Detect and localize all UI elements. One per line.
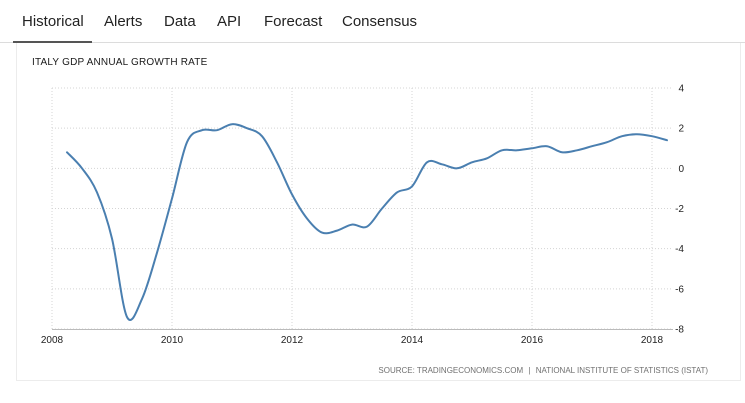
x-tick-label: 2016 — [521, 335, 544, 346]
y-tick-label: -4 — [675, 244, 684, 255]
chart-title: ITALY GDP ANNUAL GROWTH RATE — [32, 57, 208, 68]
y-tick-label: 0 — [678, 164, 684, 175]
tab-api[interactable]: API — [217, 13, 242, 30]
source-attribution: SOURCE: TRADINGECONOMICS.COM | NATIONAL … — [378, 366, 708, 375]
tab-data[interactable]: Data — [164, 13, 196, 30]
x-tick-label: 2018 — [641, 335, 664, 346]
y-tick-label: -8 — [675, 325, 684, 336]
y-tick-label: -6 — [675, 284, 684, 295]
tab-consensus[interactable]: Consensus — [342, 13, 418, 30]
x-tick-label: 2010 — [161, 335, 184, 346]
source-separator: | — [528, 366, 531, 375]
x-tick-label: 2012 — [281, 335, 304, 346]
y-tick-label: 2 — [678, 124, 684, 135]
tab-historical[interactable]: Historical — [13, 0, 92, 43]
tab-alerts[interactable]: Alerts — [104, 13, 143, 30]
x-tick-label: 2008 — [41, 335, 64, 346]
tab-forecast[interactable]: Forecast — [264, 13, 323, 30]
y-tick-label: -2 — [675, 204, 684, 215]
x-tick-label: 2014 — [401, 335, 424, 346]
source-link[interactable]: SOURCE: TRADINGECONOMICS.COM — [378, 366, 524, 375]
source-provider: NATIONAL INSTITUTE OF STATISTICS (ISTAT) — [535, 366, 708, 375]
y-tick-label: 4 — [678, 84, 684, 95]
tab-bar: Historical Alerts Data API Forecast Cons… — [0, 0, 745, 43]
gdp-growth-series-line — [66, 123, 668, 321]
